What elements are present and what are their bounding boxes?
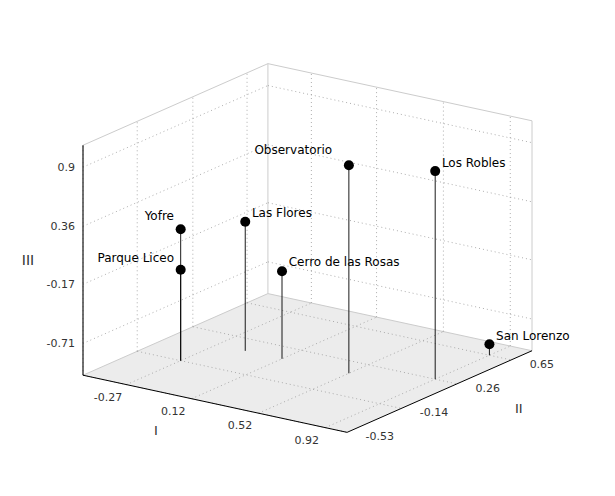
- svg-text:-0.71: -0.71: [47, 337, 75, 350]
- svg-text:-0.27: -0.27: [94, 391, 122, 404]
- svg-text:-0.17: -0.17: [47, 278, 75, 291]
- svg-text:0.92: 0.92: [295, 434, 320, 447]
- svg-text:Yofre: Yofre: [144, 209, 174, 223]
- svg-text:Cerro de las Rosas: Cerro de las Rosas: [289, 255, 400, 269]
- svg-text:0.36: 0.36: [51, 220, 76, 233]
- svg-text:Los Robles: Los Robles: [442, 156, 506, 170]
- svg-text:-0.53: -0.53: [366, 430, 394, 443]
- svg-text:Las Flores: Las Flores: [252, 206, 312, 220]
- svg-text:Parque Liceo: Parque Liceo: [97, 251, 174, 265]
- svg-text:0.12: 0.12: [161, 405, 186, 418]
- svg-text:II: II: [515, 401, 523, 416]
- svg-text:0.26: 0.26: [475, 382, 500, 395]
- svg-text:0.65: 0.65: [530, 358, 555, 371]
- svg-text:0.9: 0.9: [58, 161, 76, 174]
- svg-text:I: I: [154, 423, 158, 438]
- svg-text:-0.14: -0.14: [420, 406, 448, 419]
- svg-text:San Lorenzo: San Lorenzo: [496, 329, 570, 343]
- svg-text:III: III: [22, 252, 34, 268]
- svg-text:0.52: 0.52: [228, 419, 253, 432]
- svg-text:Observatorio: Observatorio: [254, 143, 332, 157]
